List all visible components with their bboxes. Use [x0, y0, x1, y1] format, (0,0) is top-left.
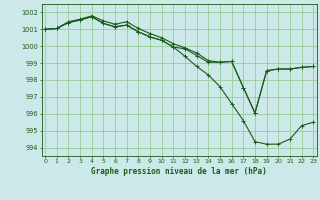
X-axis label: Graphe pression niveau de la mer (hPa): Graphe pression niveau de la mer (hPa)	[91, 167, 267, 176]
